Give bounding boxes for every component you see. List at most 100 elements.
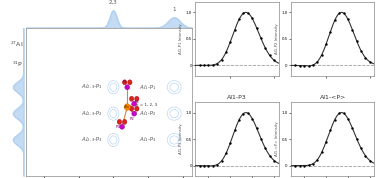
Point	[271, 159, 277, 162]
Point	[218, 159, 225, 162]
Point	[223, 152, 229, 155]
Point	[305, 164, 311, 167]
Point	[205, 64, 211, 67]
Ellipse shape	[135, 96, 139, 101]
Point	[197, 64, 203, 67]
Point	[319, 151, 325, 154]
Point	[327, 30, 333, 33]
Ellipse shape	[119, 124, 124, 129]
Point	[319, 53, 325, 56]
Text: $Al_1$-P$_1$: $Al_1$-P$_1$	[139, 83, 157, 92]
Text: P2: P2	[130, 117, 135, 121]
Point	[227, 141, 233, 144]
Point	[258, 37, 264, 40]
Point	[336, 12, 342, 15]
Point	[258, 137, 264, 140]
Text: $Al_{2,3}$-P$_1$: $Al_{2,3}$-P$_1$	[81, 83, 104, 91]
Point	[305, 64, 311, 67]
Point	[358, 49, 364, 52]
Ellipse shape	[129, 96, 134, 101]
Point	[218, 58, 225, 61]
Point	[345, 117, 351, 120]
Ellipse shape	[128, 80, 132, 85]
Point	[332, 118, 338, 121]
Ellipse shape	[129, 106, 134, 111]
Text: x = 1, 2, 3: x = 1, 2, 3	[136, 103, 157, 107]
Point	[367, 159, 373, 162]
Point	[292, 164, 298, 167]
Point	[254, 127, 260, 129]
Y-axis label: Al1-<P> Intensity: Al1-<P> Intensity	[274, 122, 279, 156]
Point	[363, 56, 369, 59]
Point	[271, 59, 277, 62]
Ellipse shape	[132, 101, 137, 106]
Point	[240, 12, 246, 15]
Point	[349, 28, 355, 31]
Text: P3: P3	[116, 125, 121, 129]
Point	[210, 164, 216, 167]
Point	[262, 47, 268, 49]
Point	[310, 162, 316, 165]
Point	[210, 64, 216, 66]
Ellipse shape	[117, 119, 122, 124]
Point	[310, 64, 316, 66]
Point	[227, 40, 233, 43]
Text: 2,3: 2,3	[109, 0, 118, 4]
Text: $Al_{2,3}$-P$_3$: $Al_{2,3}$-P$_3$	[81, 136, 104, 144]
Point	[297, 64, 303, 67]
Point	[301, 64, 307, 67]
Point	[314, 158, 320, 161]
Y-axis label: Al1-P1 Intensity: Al1-P1 Intensity	[179, 23, 183, 54]
Point	[341, 112, 347, 115]
Point	[332, 19, 338, 22]
Point	[297, 164, 303, 167]
Point	[240, 112, 246, 115]
Point	[245, 12, 251, 14]
Point	[214, 62, 220, 65]
Point	[205, 164, 211, 167]
Point	[301, 164, 307, 167]
Point	[245, 112, 251, 115]
Point	[232, 129, 238, 132]
Point	[267, 54, 273, 57]
Point	[292, 64, 298, 67]
Point	[249, 17, 255, 20]
Point	[341, 12, 347, 15]
Text: $Al_1$-P$_2$: $Al_1$-P$_2$	[139, 109, 157, 118]
Text: $Al_{2,3}$-P$_2$: $Al_{2,3}$-P$_2$	[81, 109, 104, 118]
Point	[349, 127, 355, 129]
Point	[223, 51, 229, 54]
Ellipse shape	[124, 104, 130, 110]
Point	[363, 154, 369, 157]
Y-axis label: Al1-P3 Intensity: Al1-P3 Intensity	[179, 124, 183, 155]
Title: Al1-<P>: Al1-<P>	[319, 95, 346, 100]
Ellipse shape	[132, 111, 137, 116]
Point	[267, 154, 273, 157]
Point	[201, 64, 207, 67]
Point	[354, 40, 360, 43]
Point	[214, 163, 220, 166]
Point	[236, 18, 242, 21]
Text: Alx: Alx	[124, 105, 130, 109]
Point	[314, 60, 320, 63]
Point	[232, 28, 238, 31]
Text: $^{27}$Al: $^{27}$Al	[10, 40, 23, 49]
Point	[323, 43, 329, 46]
Text: Px: Px	[135, 100, 139, 104]
Text: $^{31}$P: $^{31}$P	[12, 59, 23, 69]
Text: P1: P1	[122, 80, 127, 84]
Point	[336, 112, 342, 115]
Ellipse shape	[122, 80, 127, 85]
Point	[197, 164, 203, 167]
Point	[345, 18, 351, 21]
Ellipse shape	[125, 85, 130, 90]
Point	[201, 164, 207, 167]
Point	[254, 26, 260, 29]
Point	[249, 117, 255, 120]
Point	[358, 147, 364, 150]
Point	[323, 140, 329, 143]
Point	[367, 60, 373, 63]
Ellipse shape	[135, 106, 139, 111]
Title: Al1-P3: Al1-P3	[227, 95, 247, 100]
Point	[327, 129, 333, 131]
